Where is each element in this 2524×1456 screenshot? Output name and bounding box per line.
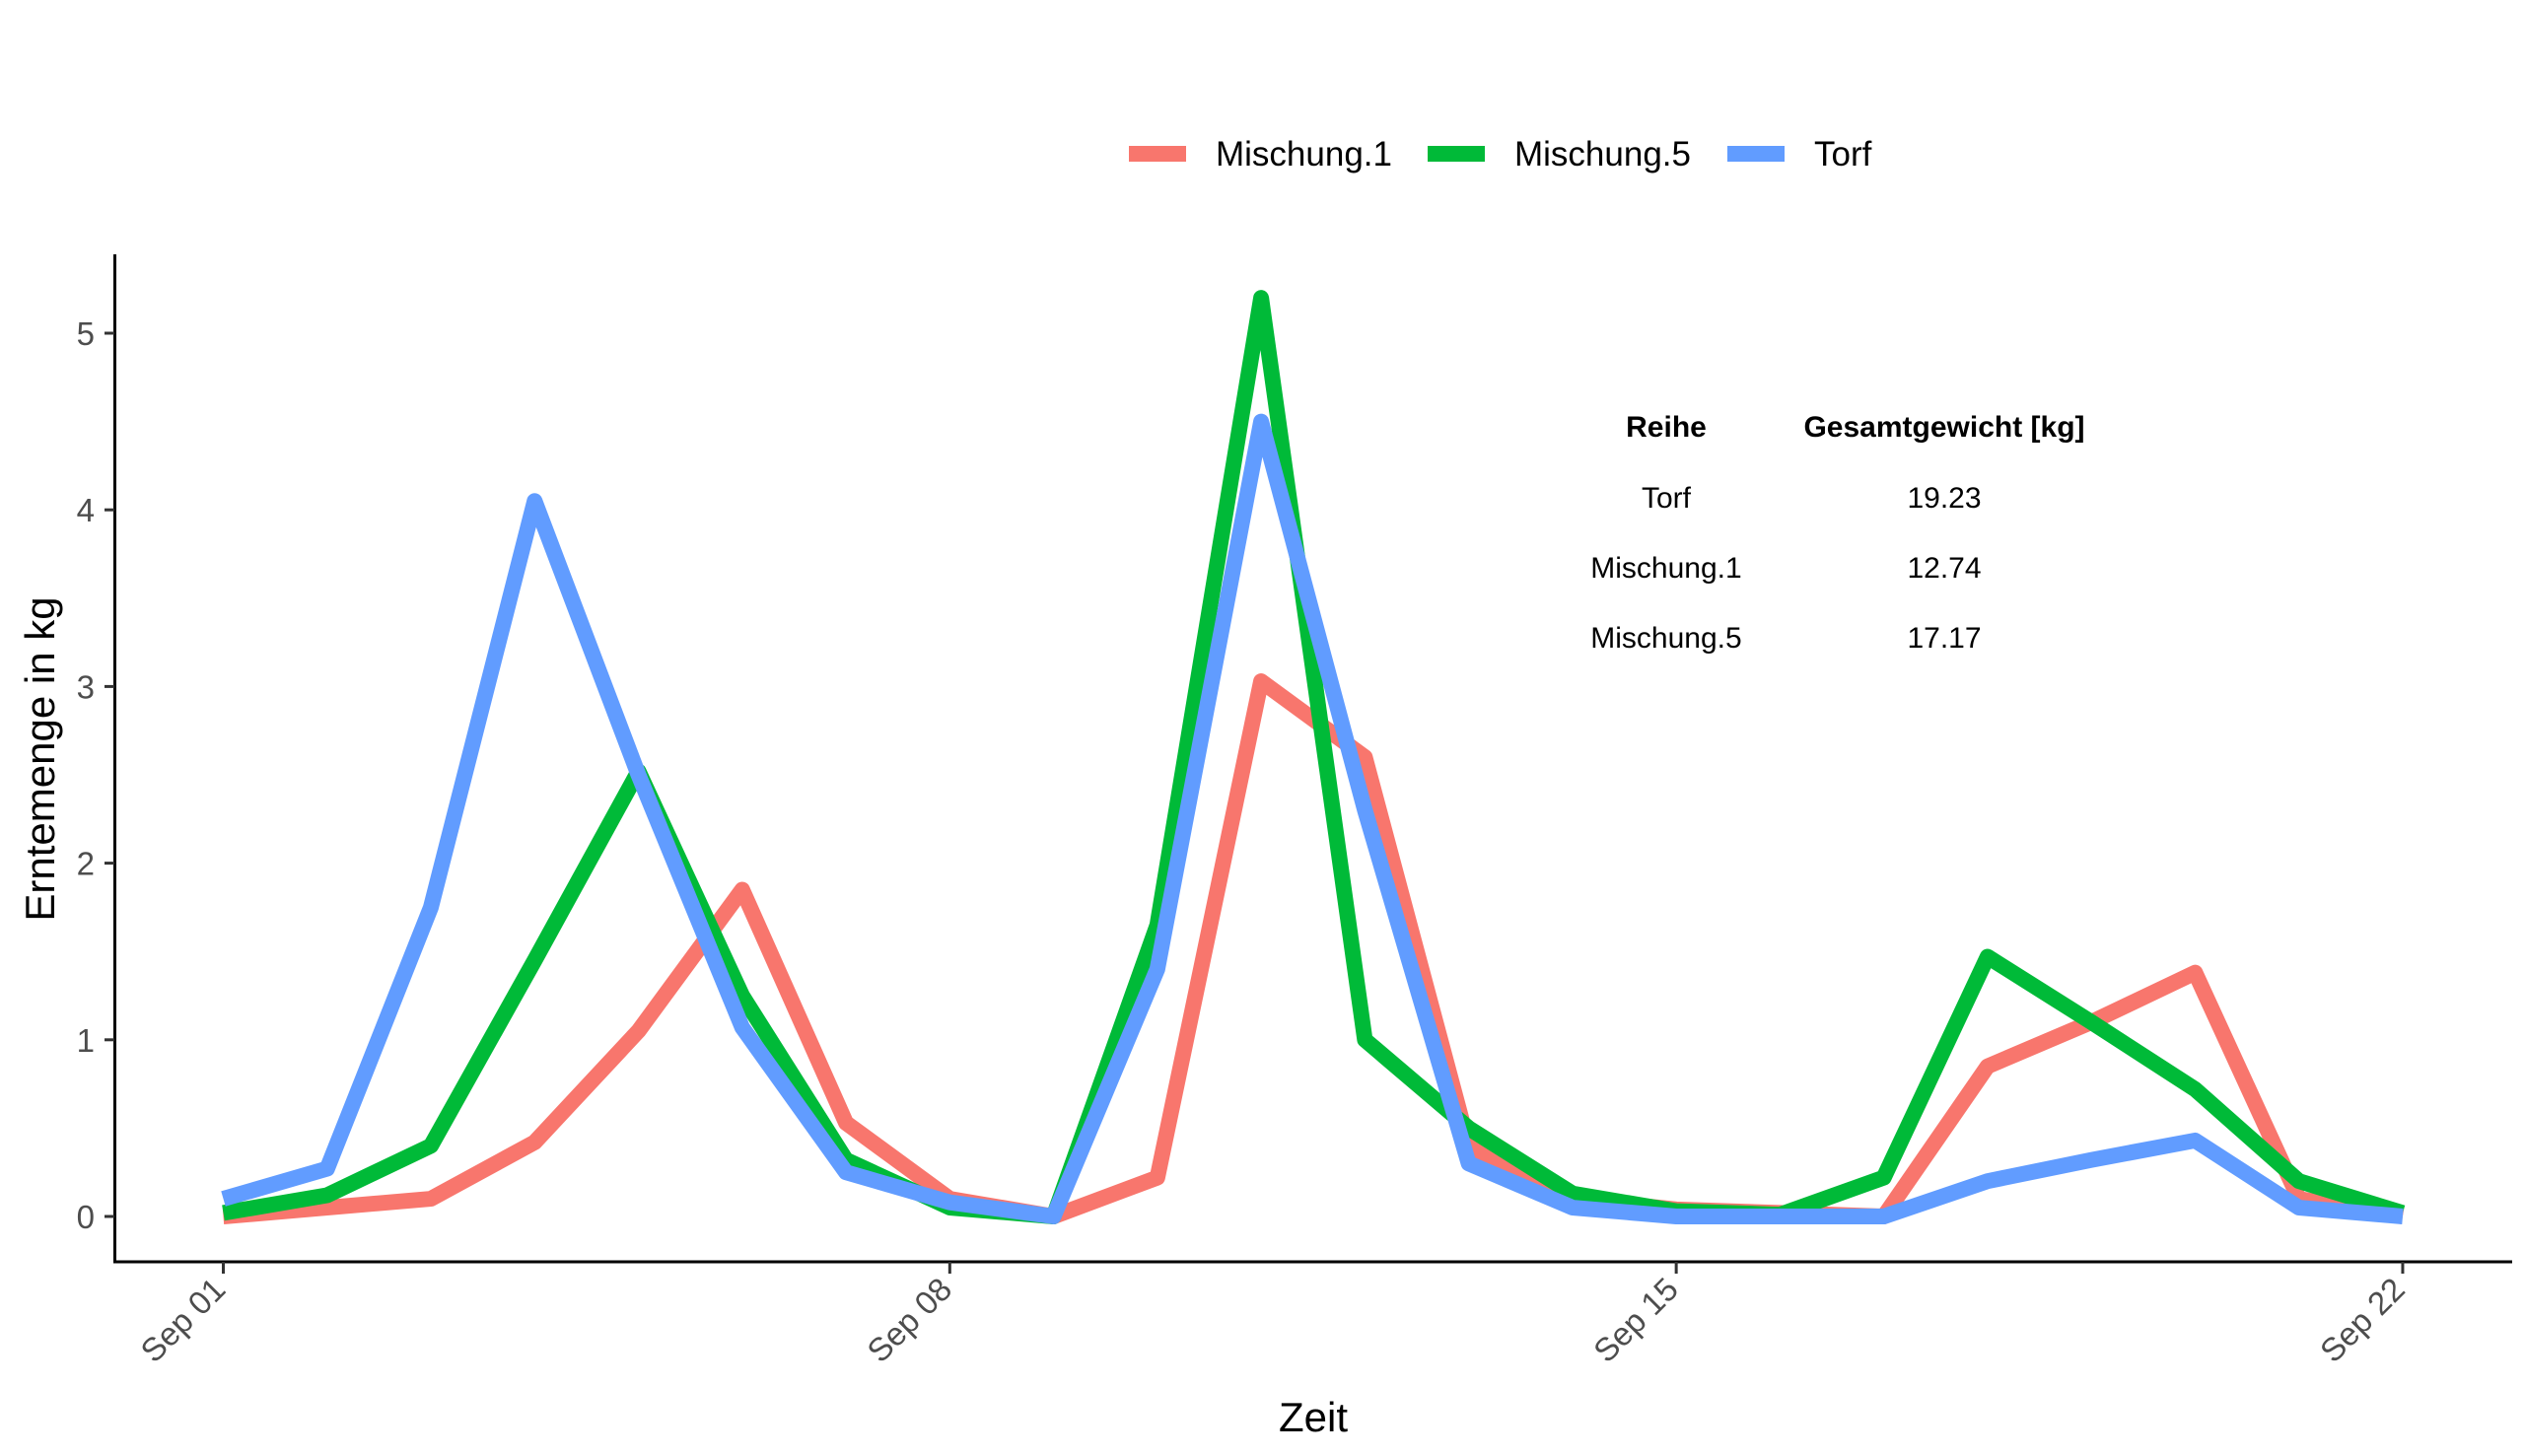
y-tick-label: 0	[77, 1199, 95, 1235]
y-tick-label: 5	[77, 315, 95, 352]
x-axis-title: Zeit	[1279, 1394, 1348, 1440]
series-line-mischung-1	[222, 673, 2405, 1224]
y-axis-title: Erntemenge in kg	[17, 596, 63, 921]
totals-table: Reihe Gesamtgewicht [kg] Torf 19.23 Mischung…	[1590, 411, 2084, 655]
table-cell: Mischung.1	[1590, 552, 1741, 585]
table-cell: Torf	[1642, 482, 1692, 515]
x-tick-label: Sep 15	[1586, 1271, 1685, 1369]
table-cell: 17.17	[1907, 622, 1981, 655]
table-cell: 19.23	[1907, 482, 1981, 515]
series-line-torf	[221, 413, 2404, 1224]
x-tick-label: Sep 08	[860, 1271, 958, 1369]
table-header: Reihe	[1626, 411, 1707, 444]
legend-label: Torf	[1814, 135, 1872, 173]
legend-label: Mischung.1	[1216, 135, 1392, 173]
table-cell: Mischung.5	[1590, 622, 1741, 655]
x-tick-label: Sep 22	[2313, 1271, 2412, 1369]
x-tick-label: Sep 01	[133, 1271, 232, 1369]
y-tick-label: 2	[77, 846, 95, 882]
y-tick-label: 1	[77, 1022, 95, 1059]
table-header: Gesamtgewicht [kg]	[1803, 411, 2084, 444]
legend-label: Mischung.5	[1514, 135, 1691, 173]
legend: Mischung.1 Mischung.5 Torf	[1129, 135, 1872, 173]
y-tick-label: 3	[77, 668, 95, 705]
y-tick-label: 4	[77, 492, 95, 528]
table-cell: 12.74	[1907, 552, 1981, 585]
series-line-mischung-5	[222, 290, 2406, 1224]
